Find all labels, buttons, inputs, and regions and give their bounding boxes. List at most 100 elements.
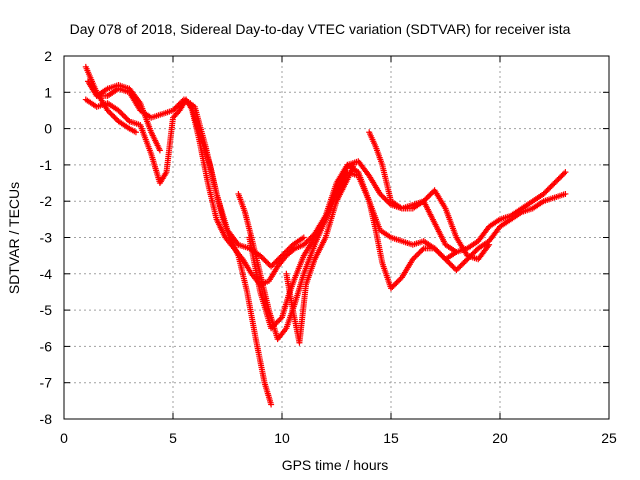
data-point: [120, 112, 127, 119]
data-point: [258, 254, 265, 261]
data-point: [379, 193, 386, 200]
y-tick-label: -7: [40, 375, 53, 391]
data-point: [125, 116, 132, 123]
chart-title: Day 078 of 2018, Sidereal Day-to-day VTE…: [70, 21, 571, 37]
data-point: [175, 102, 182, 109]
data-point: [456, 264, 463, 271]
data-point: [265, 260, 272, 267]
data-point: [559, 171, 566, 178]
data-point: [111, 114, 118, 121]
data-point: [397, 275, 404, 282]
series-3: [84, 78, 307, 270]
data-point: [551, 180, 558, 187]
data-point: [350, 161, 357, 168]
x-tick-label: 10: [274, 430, 290, 446]
y-axis-label: SDTVAR / TECUs: [6, 182, 22, 294]
x-tick-label: 5: [169, 430, 177, 446]
data-point: [394, 278, 401, 285]
data-point: [413, 252, 420, 259]
data-point: [424, 194, 431, 201]
data-point: [562, 169, 569, 176]
data-point: [104, 107, 111, 114]
data-point: [427, 191, 434, 198]
data-point: [389, 283, 396, 290]
data-point: [119, 111, 126, 118]
data-point: [381, 195, 388, 202]
data-point: [178, 99, 185, 106]
data-point: [273, 319, 280, 326]
data-point: [453, 249, 460, 256]
data-point: [435, 249, 442, 256]
data-point: [409, 256, 416, 263]
data-point: [546, 185, 553, 192]
data-point: [156, 147, 163, 154]
y-tick-label: -6: [40, 338, 53, 354]
data-point: [445, 259, 452, 266]
x-tick-label: 15: [383, 430, 399, 446]
data-point: [277, 315, 284, 322]
y-tick-label: -2: [40, 193, 53, 209]
data-point: [415, 250, 422, 257]
data-point: [426, 192, 433, 199]
data-point: [471, 249, 478, 256]
data-point: [543, 188, 550, 195]
y-tick-label: -5: [40, 302, 53, 318]
series-9: [366, 129, 493, 263]
data-point: [270, 260, 277, 267]
data-point: [561, 170, 568, 177]
data-point: [392, 281, 399, 288]
data-point: [118, 110, 125, 117]
data-point: [460, 260, 467, 267]
data-point: [554, 177, 561, 184]
data-point: [112, 115, 119, 122]
x-tick-label: 25: [601, 430, 617, 446]
series-4: [93, 82, 163, 154]
data-point: [269, 323, 276, 330]
data-point: [123, 115, 130, 122]
data-point: [264, 259, 271, 266]
data-point: [458, 261, 465, 268]
data-point: [259, 255, 266, 262]
data-point: [272, 259, 279, 266]
data-point: [303, 239, 310, 246]
data-point: [442, 256, 449, 263]
data-point: [558, 173, 565, 180]
data-point: [439, 253, 446, 260]
y-tick-label: 1: [44, 84, 52, 100]
data-point: [396, 277, 403, 284]
data-point: [108, 111, 115, 118]
y-tick-label: -1: [40, 157, 53, 173]
data-point: [268, 263, 275, 270]
data-point: [174, 103, 181, 110]
data-point: [447, 261, 454, 268]
data-point: [172, 104, 179, 111]
series-2: [82, 96, 275, 408]
data-point: [446, 260, 453, 267]
data-point: [441, 254, 448, 261]
data-point: [461, 259, 468, 266]
data-point: [393, 279, 400, 286]
data-point: [472, 248, 479, 255]
data-point: [171, 106, 178, 113]
data-point: [262, 258, 269, 265]
data-point: [562, 190, 569, 197]
series-1: [82, 63, 139, 136]
data-point: [420, 198, 427, 205]
data-point: [431, 245, 438, 252]
data-point: [547, 184, 554, 191]
data-point: [378, 192, 385, 199]
y-tick-label: -8: [40, 411, 53, 427]
y-tick-label: 2: [44, 48, 52, 64]
data-point: [453, 267, 460, 274]
data-point: [556, 174, 563, 181]
data-point: [457, 263, 464, 270]
data-point: [273, 258, 280, 265]
data-point: [257, 252, 264, 259]
data-point: [486, 241, 493, 248]
data-point: [449, 263, 456, 270]
data-points: [82, 63, 569, 408]
data-point: [454, 265, 461, 272]
data-point: [422, 196, 429, 203]
data-point: [377, 190, 384, 197]
